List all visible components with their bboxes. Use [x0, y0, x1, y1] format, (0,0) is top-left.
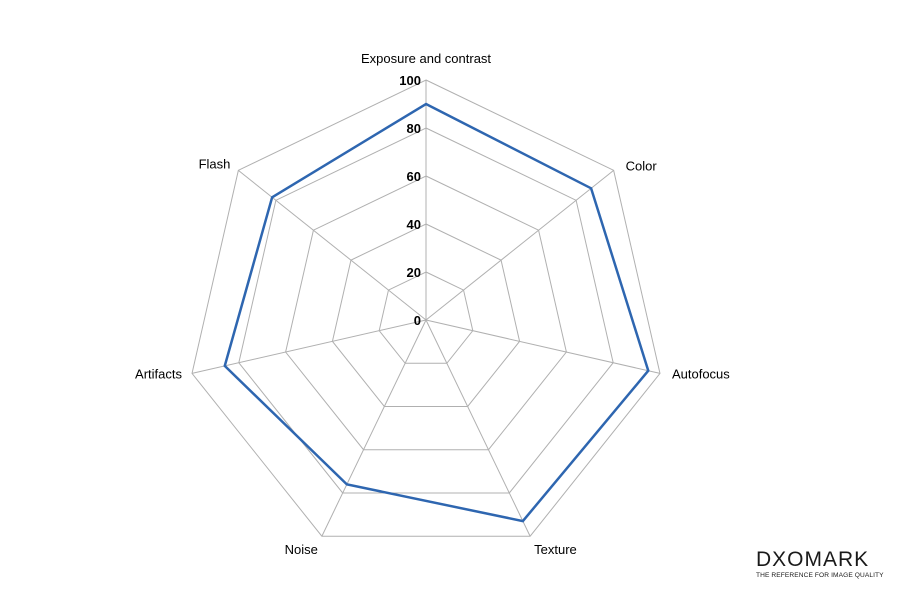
radial-tick-labels: 0 20 40 60 80 100 — [399, 73, 421, 328]
category-label-color: Color — [626, 158, 658, 173]
category-label-exposure-and-contrast: Exposure and contrast — [361, 51, 491, 66]
spoke-1 — [425, 169, 614, 321]
tick-label-60: 60 — [407, 169, 421, 184]
logo-wordmark: DXOMARK — [756, 548, 870, 571]
spoke-6 — [238, 169, 427, 321]
logo-tagline: THE REFERENCE FOR IMAGE QUALITY — [756, 572, 884, 579]
tick-label-40: 40 — [407, 217, 421, 232]
radar-grid — [191, 79, 661, 537]
category-label-texture: Texture — [534, 542, 577, 557]
radar-series — [223, 102, 650, 523]
category-axis-labels: Exposure and contrast Color Autofocus Textu… — [135, 51, 730, 557]
category-label-autofocus: Autofocus — [672, 366, 730, 381]
grid-ring-80 — [238, 127, 614, 494]
grid-ring-20 — [378, 271, 474, 364]
grid-ring-60 — [285, 175, 567, 451]
tick-label-0: 0 — [414, 313, 421, 328]
category-label-flash: Flash — [199, 156, 231, 171]
radar-spokes — [191, 80, 661, 537]
spoke-3 — [425, 319, 531, 537]
dxomark-logo: DXOMARK THE REFERENCE FOR IMAGE QUALITY — [756, 549, 906, 580]
spoke-5 — [191, 319, 427, 374]
spoke-2 — [425, 319, 661, 374]
series-line-0 — [223, 102, 650, 523]
spoke-4 — [321, 319, 427, 537]
tick-label-100: 100 — [399, 73, 421, 88]
tick-label-20: 20 — [407, 265, 421, 280]
grid-ring-100 — [191, 79, 661, 537]
grid-ring-40 — [331, 223, 521, 407]
category-label-artifacts: Artifacts — [135, 366, 182, 381]
category-label-noise: Noise — [285, 542, 318, 557]
tick-label-80: 80 — [407, 121, 421, 136]
